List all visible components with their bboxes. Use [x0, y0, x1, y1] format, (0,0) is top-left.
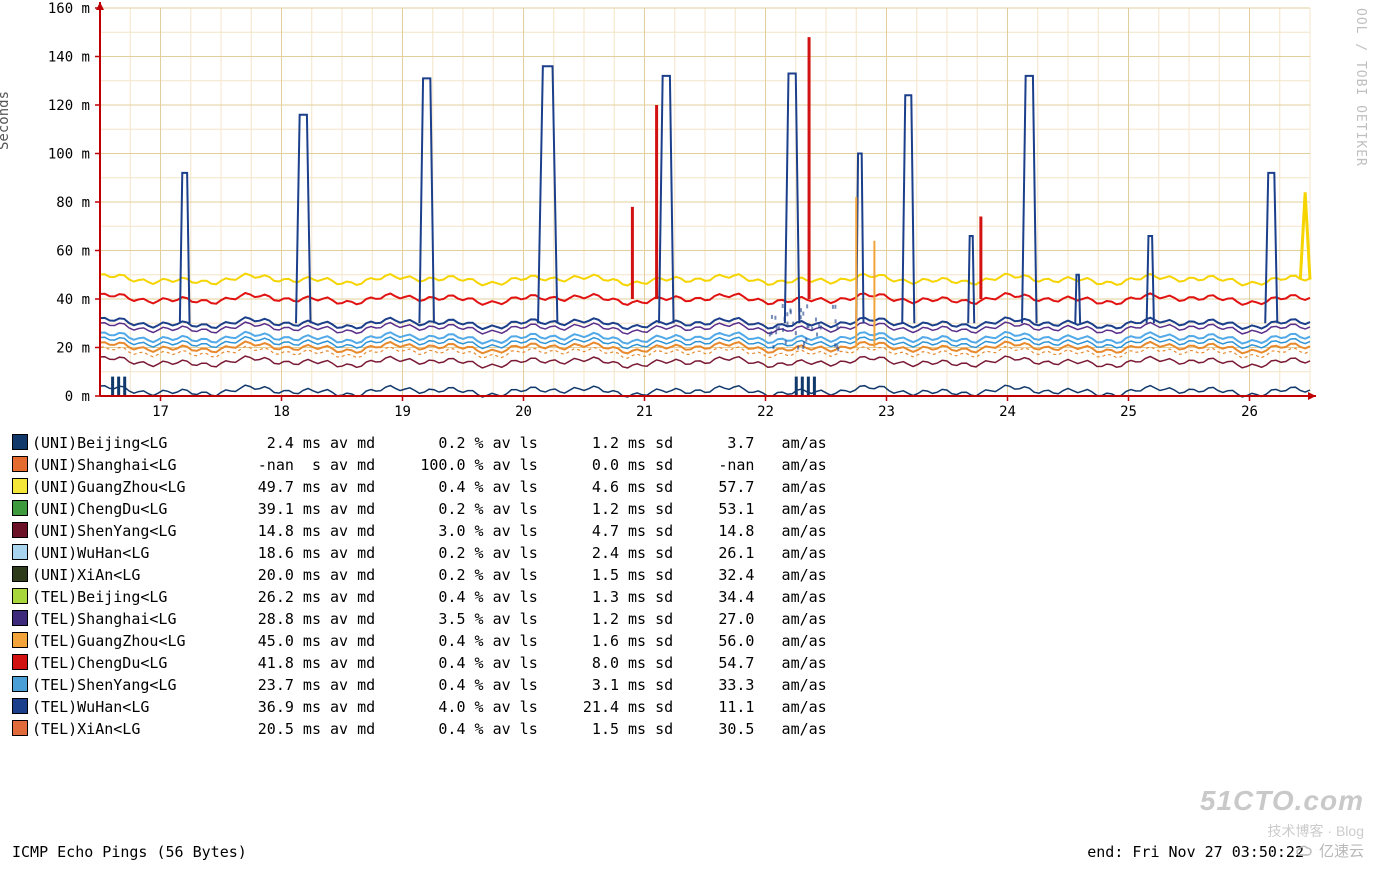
legend-row: (TEL)GuangZhou<LG 45.0 ms av md 0.4 % av…	[12, 632, 827, 654]
legend-text: (UNI)WuHan<LG 18.6 ms av md 0.2 % av ls …	[32, 544, 827, 562]
legend-text: (TEL)Shanghai<LG 28.8 ms av md 3.5 % av …	[32, 610, 827, 628]
svg-text:22: 22	[757, 404, 774, 420]
watermark-yisu: 亿速云	[1295, 843, 1364, 864]
legend-row: (UNI)GuangZhou<LG 49.7 ms av md 0.4 % av…	[12, 478, 827, 500]
legend-row: (TEL)Beijing<LG 26.2 ms av md 0.4 % av l…	[12, 588, 827, 610]
svg-text:19: 19	[394, 404, 411, 420]
rrdtool-credit: OOL / TOBI OETIKER	[1352, 8, 1368, 167]
svg-text:120 m: 120 m	[48, 98, 90, 114]
legend-swatch	[12, 500, 28, 516]
legend-row: (TEL)WuHan<LG 36.9 ms av md 4.0 % av ls …	[12, 698, 827, 720]
probe-label: ICMP Echo Pings (56 Bytes)	[12, 843, 247, 862]
legend-swatch	[12, 566, 28, 582]
legend-text: (TEL)ShenYang<LG 23.7 ms av md 0.4 % av …	[32, 676, 827, 694]
svg-text:26: 26	[1241, 404, 1258, 420]
svg-text:160 m: 160 m	[48, 1, 90, 17]
legend-row: (TEL)ChengDu<LG 41.8 ms av md 0.4 % av l…	[12, 654, 827, 676]
legend-text: (UNI)Shanghai<LG -nan s av md 100.0 % av…	[32, 456, 827, 474]
legend-text: (UNI)ShenYang<LG 14.8 ms av md 3.0 % av …	[32, 522, 827, 540]
svg-text:21: 21	[636, 404, 653, 420]
legend-row: (UNI)Beijing<LG 2.4 ms av md 0.2 % av ls…	[12, 434, 827, 456]
y-axis-label: Seconds	[0, 91, 14, 150]
legend-swatch	[12, 698, 28, 714]
svg-text:17: 17	[152, 404, 169, 420]
svg-text:80 m: 80 m	[56, 195, 90, 211]
legend-swatch	[12, 522, 28, 538]
svg-text:140 m: 140 m	[48, 50, 90, 66]
legend-row: (UNI)WuHan<LG 18.6 ms av md 0.2 % av ls …	[12, 544, 827, 566]
legend-swatch	[12, 676, 28, 692]
legend-text: (UNI)XiAn<LG 20.0 ms av md 0.2 % av ls 1…	[32, 566, 827, 584]
legend-row: (TEL)XiAn<LG 20.5 ms av md 0.4 % av ls 1…	[12, 720, 827, 742]
legend-text: (UNI)Beijing<LG 2.4 ms av md 0.2 % av ls…	[32, 434, 827, 452]
legend-row: (TEL)Shanghai<LG 28.8 ms av md 3.5 % av …	[12, 610, 827, 632]
legend-text: (TEL)XiAn<LG 20.5 ms av md 0.4 % av ls 1…	[32, 720, 827, 738]
svg-text:100 m: 100 m	[48, 147, 90, 163]
legend-text: (TEL)WuHan<LG 36.9 ms av md 4.0 % av ls …	[32, 698, 827, 716]
legend-swatch	[12, 720, 28, 736]
svg-text:23: 23	[878, 404, 895, 420]
svg-text:0 m: 0 m	[65, 389, 90, 405]
svg-text:18: 18	[273, 404, 290, 420]
svg-text:60 m: 60 m	[56, 244, 90, 260]
svg-text:20 m: 20 m	[56, 341, 90, 357]
svg-text:24: 24	[999, 404, 1016, 420]
latency-chart: 0 m 20 m 40 m 60 m 80 m 100 m 120 m 140 m 160 m 1…	[0, 0, 1374, 430]
svg-text:20: 20	[515, 404, 532, 420]
legend-text: (UNI)GuangZhou<LG 49.7 ms av md 0.4 % av…	[32, 478, 827, 496]
end-timestamp: end: Fri Nov 27 03:50:22	[1087, 843, 1304, 862]
svg-text:25: 25	[1120, 404, 1137, 420]
legend-row: (TEL)ShenYang<LG 23.7 ms av md 0.4 % av …	[12, 676, 827, 698]
legend-row: (UNI)XiAn<LG 20.0 ms av md 0.2 % av ls 1…	[12, 566, 827, 588]
legend-swatch	[12, 434, 28, 450]
legend-swatch	[12, 654, 28, 670]
watermark-51cto: 51CTO.com	[1200, 783, 1364, 818]
watermark-blog: 技术博客 · Blog	[1268, 823, 1364, 841]
legend-text: (TEL)GuangZhou<LG 45.0 ms av md 0.4 % av…	[32, 632, 827, 650]
legend-swatch	[12, 544, 28, 560]
legend-text: (TEL)ChengDu<LG 41.8 ms av md 0.4 % av l…	[32, 654, 827, 672]
legend-swatch	[12, 588, 28, 604]
legend-row: (UNI)ChengDu<LG 39.1 ms av md 0.2 % av l…	[12, 500, 827, 522]
legend-text: (TEL)Beijing<LG 26.2 ms av md 0.4 % av l…	[32, 588, 827, 606]
legend-swatch	[12, 478, 28, 494]
legend-swatch	[12, 610, 28, 626]
legend-swatch	[12, 632, 28, 648]
svg-text:40 m: 40 m	[56, 292, 90, 308]
legend-row: (UNI)ShenYang<LG 14.8 ms av md 3.0 % av …	[12, 522, 827, 544]
legend-text: (UNI)ChengDu<LG 39.1 ms av md 0.2 % av l…	[32, 500, 827, 518]
legend-table: (UNI)Beijing<LG 2.4 ms av md 0.2 % av ls…	[12, 434, 827, 742]
legend-swatch	[12, 456, 28, 472]
legend-row: (UNI)Shanghai<LG -nan s av md 100.0 % av…	[12, 456, 827, 478]
